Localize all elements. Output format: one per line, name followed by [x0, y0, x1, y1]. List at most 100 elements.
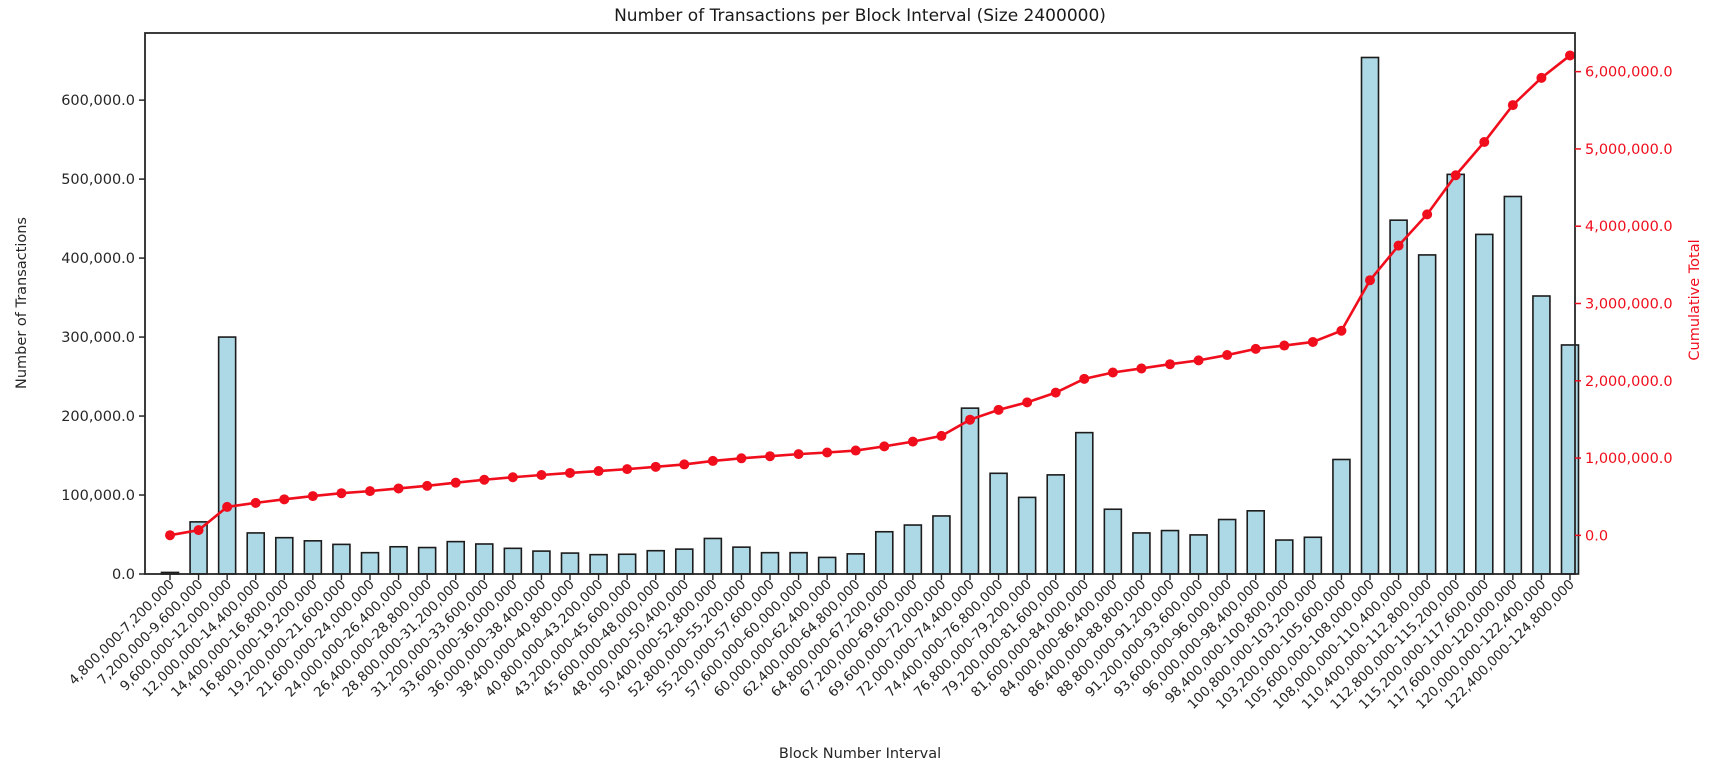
cumulative-point	[1250, 343, 1261, 354]
bar	[732, 546, 751, 575]
cumulative-point	[850, 445, 861, 456]
cumulative-point	[965, 414, 975, 425]
y-tick-label-right: 4,000,000.0	[1585, 219, 1673, 235]
cumulative-point	[1022, 397, 1033, 408]
cumulative-point	[479, 474, 490, 485]
cumulative-point	[507, 472, 518, 483]
y-tick-label-right: 6,000,000.0	[1585, 65, 1673, 81]
bar	[674, 548, 694, 575]
cumulative-point	[365, 486, 375, 497]
bars-group	[160, 56, 1580, 575]
cumulative-point	[936, 430, 947, 441]
cumulative-line-group	[165, 50, 1575, 541]
cumulative-point	[1079, 373, 1090, 384]
cumulative-point	[879, 441, 890, 452]
cumulative-point	[565, 467, 575, 478]
bar	[417, 546, 437, 575]
bar	[1332, 458, 1351, 575]
cumulative-point	[1336, 325, 1347, 336]
cumulative-point	[1307, 336, 1318, 347]
bar	[1217, 518, 1237, 575]
bar	[446, 540, 466, 575]
y-tick-label-right: 2,000,000.0	[1585, 374, 1673, 390]
bar	[703, 537, 723, 575]
bar	[532, 550, 551, 575]
cumulative-line	[169, 54, 1571, 537]
bar	[360, 551, 380, 575]
x-axis-label: Block Number Interval	[778, 746, 942, 762]
cumulative-point	[650, 461, 661, 472]
cumulative-point	[222, 501, 233, 512]
cumulative-point	[679, 459, 690, 470]
y-tick-label-left: 500,000.0	[61, 172, 135, 188]
cumulative-point	[765, 451, 775, 462]
bar	[874, 530, 894, 575]
bar	[246, 532, 266, 575]
cumulative-point	[1222, 350, 1233, 361]
bar	[903, 524, 923, 575]
cumulative-point	[1450, 170, 1461, 181]
bar	[1532, 295, 1551, 575]
cumulative-point	[622, 464, 633, 475]
cumulative-point	[1279, 340, 1290, 351]
cumulative-point	[1536, 72, 1547, 83]
bar	[1246, 510, 1266, 575]
bar	[1417, 254, 1437, 575]
cumulative-point	[1050, 387, 1061, 398]
cumulative-point	[793, 449, 804, 460]
y-tick-label-left: 400,000.0	[61, 251, 135, 267]
y-tick-label-left: 100,000.0	[61, 488, 135, 504]
bar	[846, 553, 866, 575]
y-tick-label-right: 3,000,000.0	[1585, 297, 1673, 313]
bar	[1389, 219, 1408, 575]
bar	[817, 556, 837, 575]
bar	[760, 551, 780, 575]
bar	[646, 549, 666, 575]
cumulative-point	[193, 525, 204, 536]
cumulative-point	[165, 530, 175, 541]
cumulative-point	[1507, 100, 1518, 111]
bar	[617, 553, 637, 575]
cumulative-point	[1365, 275, 1375, 286]
cumulative-point	[1107, 367, 1118, 378]
cumulative-point	[393, 483, 404, 494]
bar	[1560, 344, 1580, 575]
cumulative-point	[279, 494, 290, 505]
cumulative-point	[707, 455, 718, 466]
bar	[389, 545, 408, 575]
bar	[1046, 474, 1066, 575]
bar	[303, 540, 323, 575]
bar	[474, 543, 494, 575]
y-tick-label-left: 200,000.0	[61, 409, 135, 425]
bar	[989, 472, 1008, 575]
bar	[1132, 532, 1151, 575]
bar	[1360, 56, 1380, 575]
y-tick-label-right: 0.0	[1585, 528, 1608, 544]
cumulative-point	[593, 466, 604, 477]
bar	[332, 543, 351, 575]
cumulative-point	[1165, 359, 1175, 370]
cumulative-point	[422, 480, 433, 491]
cumulative-point	[536, 469, 547, 480]
cumulative-point	[1193, 355, 1204, 366]
y-tick-label-left: 300,000.0	[61, 330, 135, 346]
bar	[1160, 529, 1180, 575]
bar	[589, 553, 608, 575]
bar	[560, 552, 580, 575]
y-tick-label-left: 0.0	[112, 567, 135, 583]
cumulative-point	[250, 497, 261, 508]
bar	[1074, 431, 1094, 575]
y-tick-label-right: 1,000,000.0	[1585, 451, 1673, 467]
cumulative-point	[1422, 209, 1433, 220]
bar	[932, 515, 951, 575]
cumulative-point	[907, 436, 918, 447]
bar	[1503, 195, 1523, 575]
cumulative-point	[1479, 137, 1490, 148]
cumulative-point	[450, 477, 461, 488]
bar	[503, 547, 523, 575]
cumulative-point	[1136, 363, 1147, 374]
cumulative-point	[336, 488, 347, 499]
cumulative-point	[1393, 240, 1404, 251]
y-tick-label-left: 600,000.0	[61, 93, 135, 109]
